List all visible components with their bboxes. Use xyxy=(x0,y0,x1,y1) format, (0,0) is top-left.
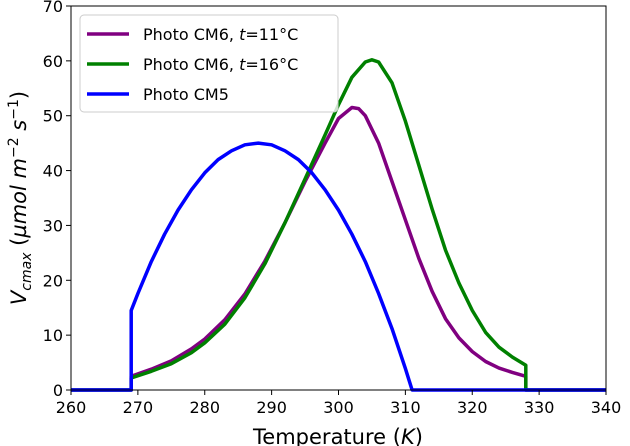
x-tick-label: 290 xyxy=(256,398,287,417)
x-tick-label: 340 xyxy=(591,398,622,417)
x-tick-label: 300 xyxy=(323,398,354,417)
y-tick-label: 20 xyxy=(43,271,63,290)
y-tick-label: 40 xyxy=(43,162,63,181)
legend: Photo CM6, t=11°C Photo CM6, t=16°C Photo … xyxy=(79,14,339,113)
y-tick-label: 50 xyxy=(43,107,63,126)
x-tick-label: 280 xyxy=(189,398,220,417)
x-tick-label: 320 xyxy=(457,398,488,417)
ticks: 260 270 280 290 300 310 320 330 340 0 10 20 30 40 50 60… xyxy=(43,0,622,417)
legend-box xyxy=(79,14,339,113)
x-tick-label: 330 xyxy=(524,398,555,417)
y-tick-label: 60 xyxy=(43,52,63,71)
series-layer xyxy=(71,58,606,392)
series-line-1 xyxy=(71,58,606,392)
y-tick-label: 30 xyxy=(43,216,63,235)
x-tick-label: 260 xyxy=(56,398,87,417)
x-tick-label: 270 xyxy=(123,398,154,417)
y-axis-label: Vcmax (µmol m−2 s−1) xyxy=(6,91,35,305)
legend-label-2: Photo CM5 xyxy=(143,85,229,104)
y-tick-label: 10 xyxy=(43,326,63,345)
series-line-0 xyxy=(71,105,606,392)
y-tick-label: 70 xyxy=(43,0,63,16)
x-axis-label: Temperature (K) xyxy=(252,425,423,446)
legend-label-0: Photo CM6, t=11°C xyxy=(143,25,298,44)
x-tick-label: 310 xyxy=(390,398,421,417)
legend-label-1: Photo CM6, t=16°C xyxy=(143,55,298,74)
y-tick-label: 0 xyxy=(53,381,63,400)
series-line-2 xyxy=(71,141,606,392)
